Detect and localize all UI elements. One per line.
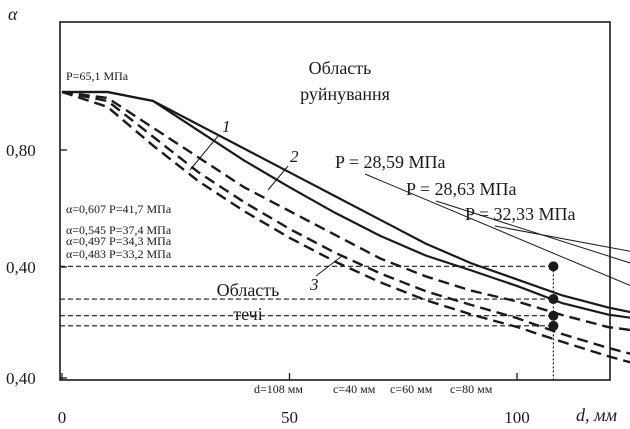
y-tick-label: 0,40 bbox=[6, 258, 36, 277]
curve-number-label: 1 bbox=[222, 117, 231, 136]
series-line-5 bbox=[61, 90, 630, 364]
circle-marker-label: α=0,483 P=33,2 МПа bbox=[66, 247, 172, 261]
x-tick-label: 0 bbox=[58, 408, 67, 427]
curve-number-label: 3 bbox=[309, 275, 319, 294]
square-marker-label: P = 28,63 МПа bbox=[406, 179, 517, 199]
curve-number-label: 2 bbox=[290, 147, 299, 166]
plot-frame-rect bbox=[59, 21, 611, 381]
x-axis-label: d, мм bbox=[576, 405, 617, 425]
circle-marker bbox=[548, 320, 559, 331]
circle-marker bbox=[548, 261, 559, 272]
x-annotation: c=40 мм bbox=[333, 382, 376, 396]
square-leader-line bbox=[494, 225, 630, 252]
guide-lines bbox=[60, 265, 555, 380]
region-label-destruction: руйнування bbox=[300, 84, 390, 104]
square-marker-label: P = 28,59 МПа bbox=[335, 152, 446, 172]
y-axis-label: α bbox=[8, 4, 18, 24]
square-leader-line bbox=[364, 173, 630, 287]
region-label-flow: течі bbox=[233, 304, 262, 324]
x-annotation: c=60 мм bbox=[390, 382, 433, 396]
x-annotation: c=80 мм bbox=[450, 382, 493, 396]
square-leader-line bbox=[435, 200, 630, 264]
series-line-4 bbox=[61, 90, 630, 355]
y-tick-label: 0,40 bbox=[6, 369, 36, 388]
y-tick-label: 0,80 bbox=[6, 141, 36, 160]
x-tick-label: 50 bbox=[281, 408, 298, 427]
markers bbox=[189, 135, 630, 331]
region-label-flow: Область bbox=[217, 280, 280, 300]
curve-number-leader bbox=[267, 165, 289, 191]
plot-frame bbox=[59, 21, 611, 381]
series-line-3 bbox=[61, 90, 630, 332]
x-annotation: d=108 мм bbox=[254, 382, 303, 396]
series-line-1 bbox=[62, 90, 630, 314]
circle-marker-label: α=0,545 P=37,4 МПа bbox=[66, 223, 172, 237]
region-label-destruction: Область bbox=[309, 58, 372, 78]
circle-marker bbox=[548, 310, 559, 321]
curve-number-leader bbox=[315, 255, 343, 277]
circle-marker-label: α=0,497 P=34,3 МПа bbox=[66, 234, 172, 248]
circle-marker-label: α=0,607 P=41,7 МПа bbox=[66, 202, 172, 216]
circle-marker bbox=[548, 294, 559, 305]
top-left-annotation: P=65,1 МПа bbox=[66, 69, 129, 83]
curve-number-leader bbox=[189, 135, 219, 171]
square-marker-label: P = 32,33 МПа bbox=[465, 204, 576, 224]
x-tick-label: 100 bbox=[504, 408, 530, 427]
